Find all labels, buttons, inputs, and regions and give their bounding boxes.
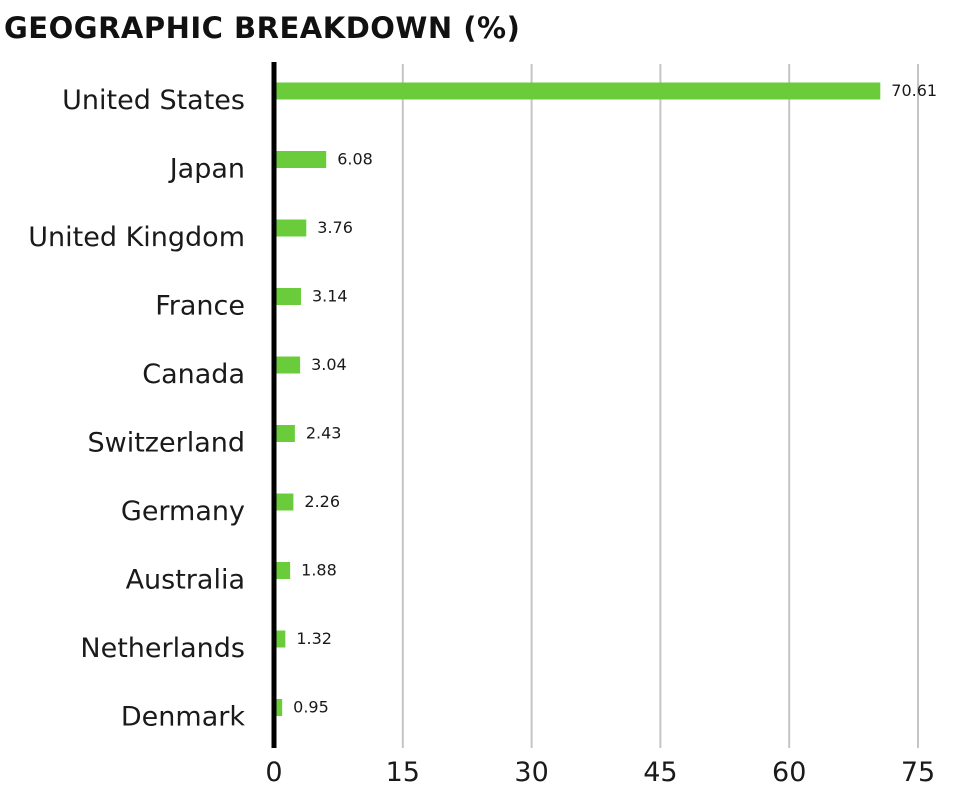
value-label: 2.43: [306, 424, 342, 443]
x-tick-label: 60: [772, 757, 806, 788]
value-label: 0.95: [293, 698, 329, 717]
bar: [274, 356, 301, 374]
category-label: Japan: [168, 154, 245, 185]
bar: [274, 151, 327, 168]
bar: [274, 288, 301, 305]
bar: [274, 562, 291, 579]
category-label: Netherlands: [80, 633, 245, 664]
category-label: United States: [62, 85, 245, 116]
value-label: 70.61: [891, 81, 937, 100]
x-tick-label: 75: [901, 757, 935, 788]
category-labels: United States Japan United Kingdom France Ca…: [28, 85, 245, 733]
x-tick-label: 45: [643, 757, 677, 788]
value-label: 3.04: [311, 355, 347, 374]
bar: [274, 493, 294, 511]
value-label: 2.26: [304, 492, 340, 511]
value-label: 3.76: [317, 218, 353, 237]
category-label: Canada: [142, 359, 245, 390]
x-axis-ticks: 0 15 30 45 60 75: [265, 757, 935, 788]
gridlines: [401, 64, 919, 748]
x-tick-label: 0: [265, 757, 282, 788]
chart-title: GEOGRAPHIC BREAKDOWN (%): [4, 11, 521, 45]
category-label: Denmark: [121, 702, 245, 733]
value-label: 1.32: [296, 629, 332, 648]
x-tick-label: 15: [386, 757, 420, 788]
category-label: United Kingdom: [28, 222, 245, 253]
bar: [274, 219, 307, 237]
category-label: Germany: [121, 496, 245, 527]
bars: [274, 82, 881, 716]
bar: [274, 630, 286, 648]
value-label: 3.14: [312, 287, 348, 306]
category-label: France: [155, 291, 245, 322]
x-tick-label: 30: [514, 757, 548, 788]
bar: [274, 82, 881, 100]
value-label: 6.08: [337, 150, 373, 169]
category-label: Switzerland: [88, 428, 246, 459]
value-labels: 70.61 6.08 3.76 3.14 3.04 2.43 2.26 1.88 1.32 0.9…: [293, 81, 937, 717]
bar: [274, 699, 283, 716]
value-label: 1.88: [301, 561, 337, 580]
bar: [274, 425, 295, 442]
category-label: Australia: [126, 565, 245, 596]
